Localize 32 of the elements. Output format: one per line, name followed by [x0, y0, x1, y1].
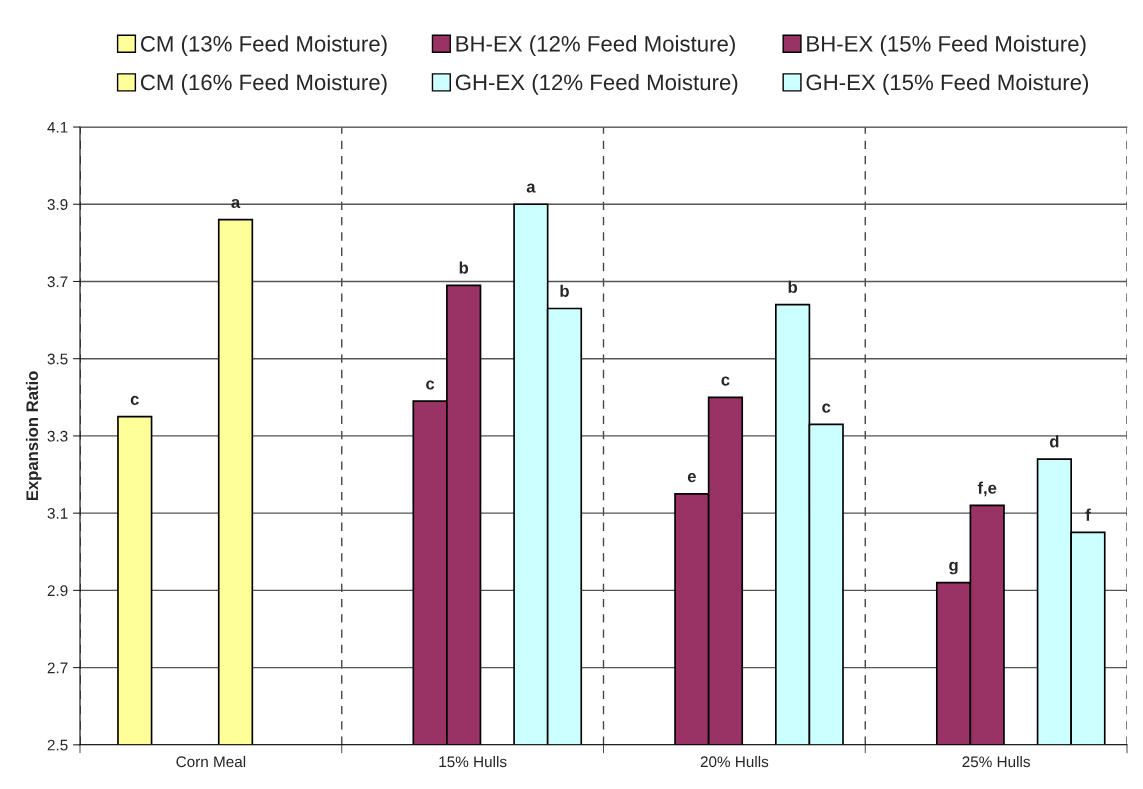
data-label: b	[560, 284, 569, 297]
y-tick-label: 3.7	[47, 276, 68, 288]
data-label: a	[526, 183, 536, 193]
data-label: b	[459, 261, 469, 274]
data-label: c	[822, 403, 831, 413]
legend-label: GH-EX (12% Feed Moisture)	[455, 73, 738, 95]
legend-label: CM (16% Feed Moisture)	[140, 73, 387, 95]
y-tick-label: 4.1	[47, 122, 68, 133]
y-tick-label: 3.3	[47, 430, 68, 442]
data-label: b	[788, 280, 798, 294]
legend-label: BH-EX (12% Feed Moisture)	[456, 35, 735, 57]
x-tick-label: 20% Hulls	[700, 755, 769, 768]
y-tick-label: 3.9	[47, 199, 68, 210]
x-tick-label: Corn Meal	[176, 755, 246, 768]
data-label: f,e	[977, 481, 997, 497]
data-label: c	[721, 376, 730, 386]
y-axis-title: Expansion Ratio	[25, 371, 42, 501]
legend-label: GH-EX (15% Feed Moisture)	[806, 73, 1089, 95]
y-tick-label: 3.5	[47, 353, 68, 365]
data-label: e	[687, 473, 696, 483]
y-tick-label: 2.5	[47, 739, 68, 751]
legend-label: CM (13% Feed Moisture)	[140, 35, 387, 57]
x-tick-label: 25% Hulls	[962, 755, 1030, 768]
y-tick-label: 3.1	[47, 508, 68, 519]
legend-label: BH-EX (15% Feed Moisture)	[807, 35, 1086, 57]
x-tick-label: 15% Hulls	[439, 755, 507, 768]
data-label: g	[949, 561, 958, 575]
data-label: c	[130, 395, 139, 405]
y-tick-label: 2.9	[47, 585, 68, 597]
y-tick-label: 2.7	[47, 662, 68, 674]
data-label: c	[426, 380, 435, 390]
data-label: d	[1049, 435, 1059, 448]
